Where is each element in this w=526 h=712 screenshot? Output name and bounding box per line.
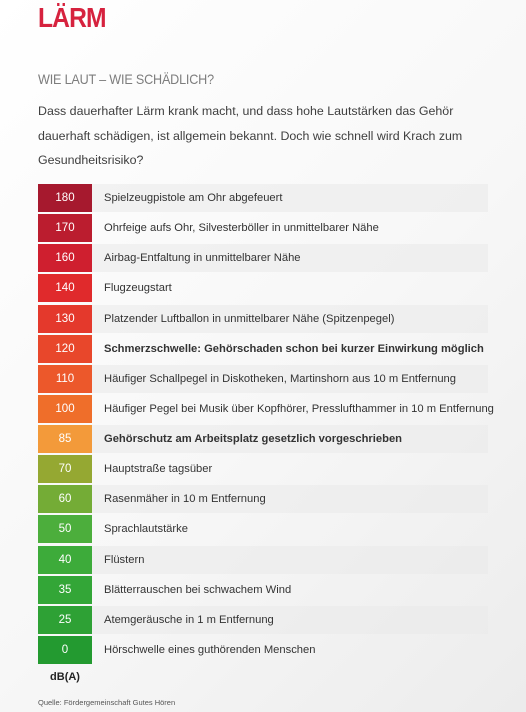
table-row: 70 Hauptstraße tagsüber [38,455,488,484]
noise-description: Schmerzschwelle: Gehörschaden schon bei … [104,342,484,355]
intro-line: Dass dauerhafter Lärm krank macht, und d… [38,104,454,118]
table-row: 130 Platzender Luftballon in unmittelbare… [38,304,488,333]
noise-description: Sprachlautstärke [104,523,188,536]
table-row: 25 Atemgeräusche in 1 m Entfernung [38,605,488,634]
decibel-value: 160 [38,244,92,273]
noise-description: Platzender Luftballon in unmittelbarer N… [92,304,488,333]
decibel-value: 100 [38,394,92,423]
table-row: 120 Schmerzschwelle: Gehörschaden schon b… [38,334,488,363]
table-row: 170 Ohrfeige aufs Ohr, Silvesterböller in… [38,214,488,243]
decibel-value: 35 [38,575,92,604]
table-row: 180 Spielzeugpistole am Ohr abgefeuert [38,184,488,212]
source-note: Quelle: Fördergemeinschaft Gutes Hören [38,698,176,707]
decibel-value: 40 [38,545,92,574]
decibel-value: 140 [38,274,92,303]
table-row: 140 Flugzeugstart [38,274,488,303]
table-row: 40 Flüstern [38,545,488,574]
table-row: 160 Airbag-Entfaltung in unmittelbarer Nä… [38,244,488,273]
noise-description: Ohrfeige aufs Ohr, Silvesterböller in un… [104,222,379,235]
noise-description: Häufiger Schallpegel in Diskotheken, Mar… [92,364,488,393]
decibel-value: 110 [38,364,92,393]
noise-description: Hörschwelle eines guthörenden Menschen [104,643,316,656]
decibel-value: 0 [38,635,92,664]
unit-label: dB(A) [50,671,80,683]
noise-description: Rasenmäher in 10 m Entfernung [92,485,488,514]
table-row: 50 Sprachlautstärke [38,515,488,544]
section-subtitle: WIE LAUT – WIE SCHÄDLICH? [38,71,214,87]
intro-paragraph: Dass dauerhafter Lärm krank macht, und d… [38,99,508,173]
decibel-value: 50 [38,515,92,544]
noise-description: Atemgeräusche in 1 m Entfernung [92,605,488,634]
intro-line: dauerhaft schädigen, ist allgemein bekan… [38,128,463,143]
table-row: 110 Häufiger Schallpegel in Diskotheken, … [38,364,488,393]
noise-description: Flugzeugstart [104,282,172,295]
table-row: 85 Gehörschutz am Arbeitsplatz gesetzlich… [38,425,488,453]
intro-line: Gesundheitsrisiko? [38,153,144,167]
decibel-value: 85 [38,425,92,453]
noise-description: Hauptstraße tagsüber [104,463,213,476]
table-row: 60 Rasenmäher in 10 m Entfernung [38,485,488,514]
decibel-value: 130 [38,304,92,333]
decibel-value: 25 [38,605,92,634]
decibel-value: 120 [38,334,92,363]
noise-description: Airbag-Entfaltung in unmittelbarer Nähe [92,244,488,273]
noise-description: Spielzeugpistole am Ohr abgefeuert [92,184,488,212]
noise-level-table: 180 Spielzeugpistole am Ohr abgefeuert 170… [38,184,494,666]
table-row: 100 Häufiger Pegel bei Musik über Kopfhör… [38,394,494,423]
decibel-value: 170 [38,214,92,243]
page-title: LÄRM [38,2,107,33]
table-row: 0 Hörschwelle eines guthörenden Menschen [38,635,488,664]
decibel-value: 70 [38,455,92,484]
noise-description: Flüstern [92,545,488,574]
noise-description: Gehörschutz am Arbeitsplatz gesetzlich v… [92,425,488,453]
noise-description: Blätterrauschen bei schwachem Wind [104,583,292,596]
noise-description: Häufiger Pegel bei Musik über Kopfhörer,… [104,402,494,415]
decibel-value: 60 [38,485,92,514]
table-row: 35 Blätterrauschen bei schwachem Wind [38,575,488,604]
decibel-value: 180 [38,184,92,212]
